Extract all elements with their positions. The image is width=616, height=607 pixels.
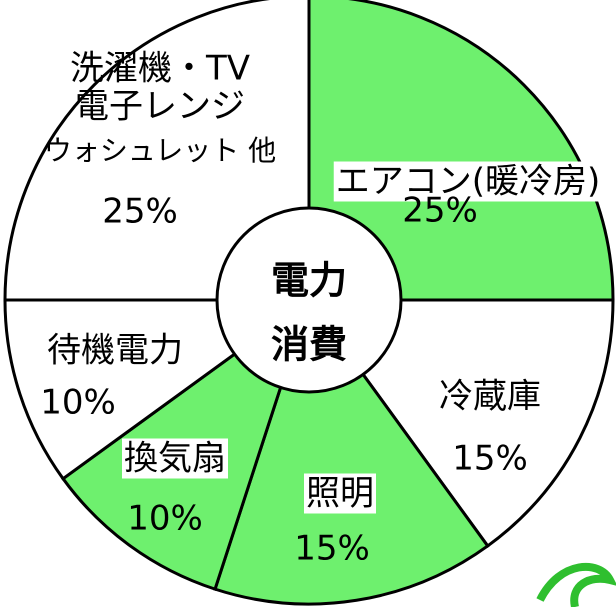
slice-label: 洗濯機・TV [70, 49, 250, 89]
value-label: 25% [402, 191, 478, 231]
label-background [304, 473, 376, 514]
value-label: 15% [294, 529, 370, 569]
slice-label: 換気扇 [124, 439, 226, 479]
pie-slice [306, 298, 615, 549]
value-label: 15% [452, 439, 528, 479]
value-label: 25% [102, 192, 178, 232]
slice-label: 冷蔵庫 [439, 377, 541, 417]
pie-slice [307, 0, 615, 302]
slice-label: 待機電力 [47, 331, 183, 371]
value-label: 10% [40, 383, 116, 423]
pie-slice [3, 0, 311, 302]
decoration [536, 563, 616, 607]
slice-label: エアコン(暖冷房) [336, 162, 601, 202]
center-circle [215, 206, 403, 394]
label-background [333, 161, 603, 202]
center-label: 消費 [271, 323, 347, 367]
slice-label: 電子レンジ [75, 87, 245, 127]
value-label: 10% [127, 499, 203, 539]
center-label: 電力 [271, 259, 347, 303]
slice-label: 照明 [306, 474, 374, 514]
slice-label: ウォシュレット 他 [44, 134, 276, 167]
label-background [122, 438, 228, 479]
pie-slice [213, 296, 490, 606]
